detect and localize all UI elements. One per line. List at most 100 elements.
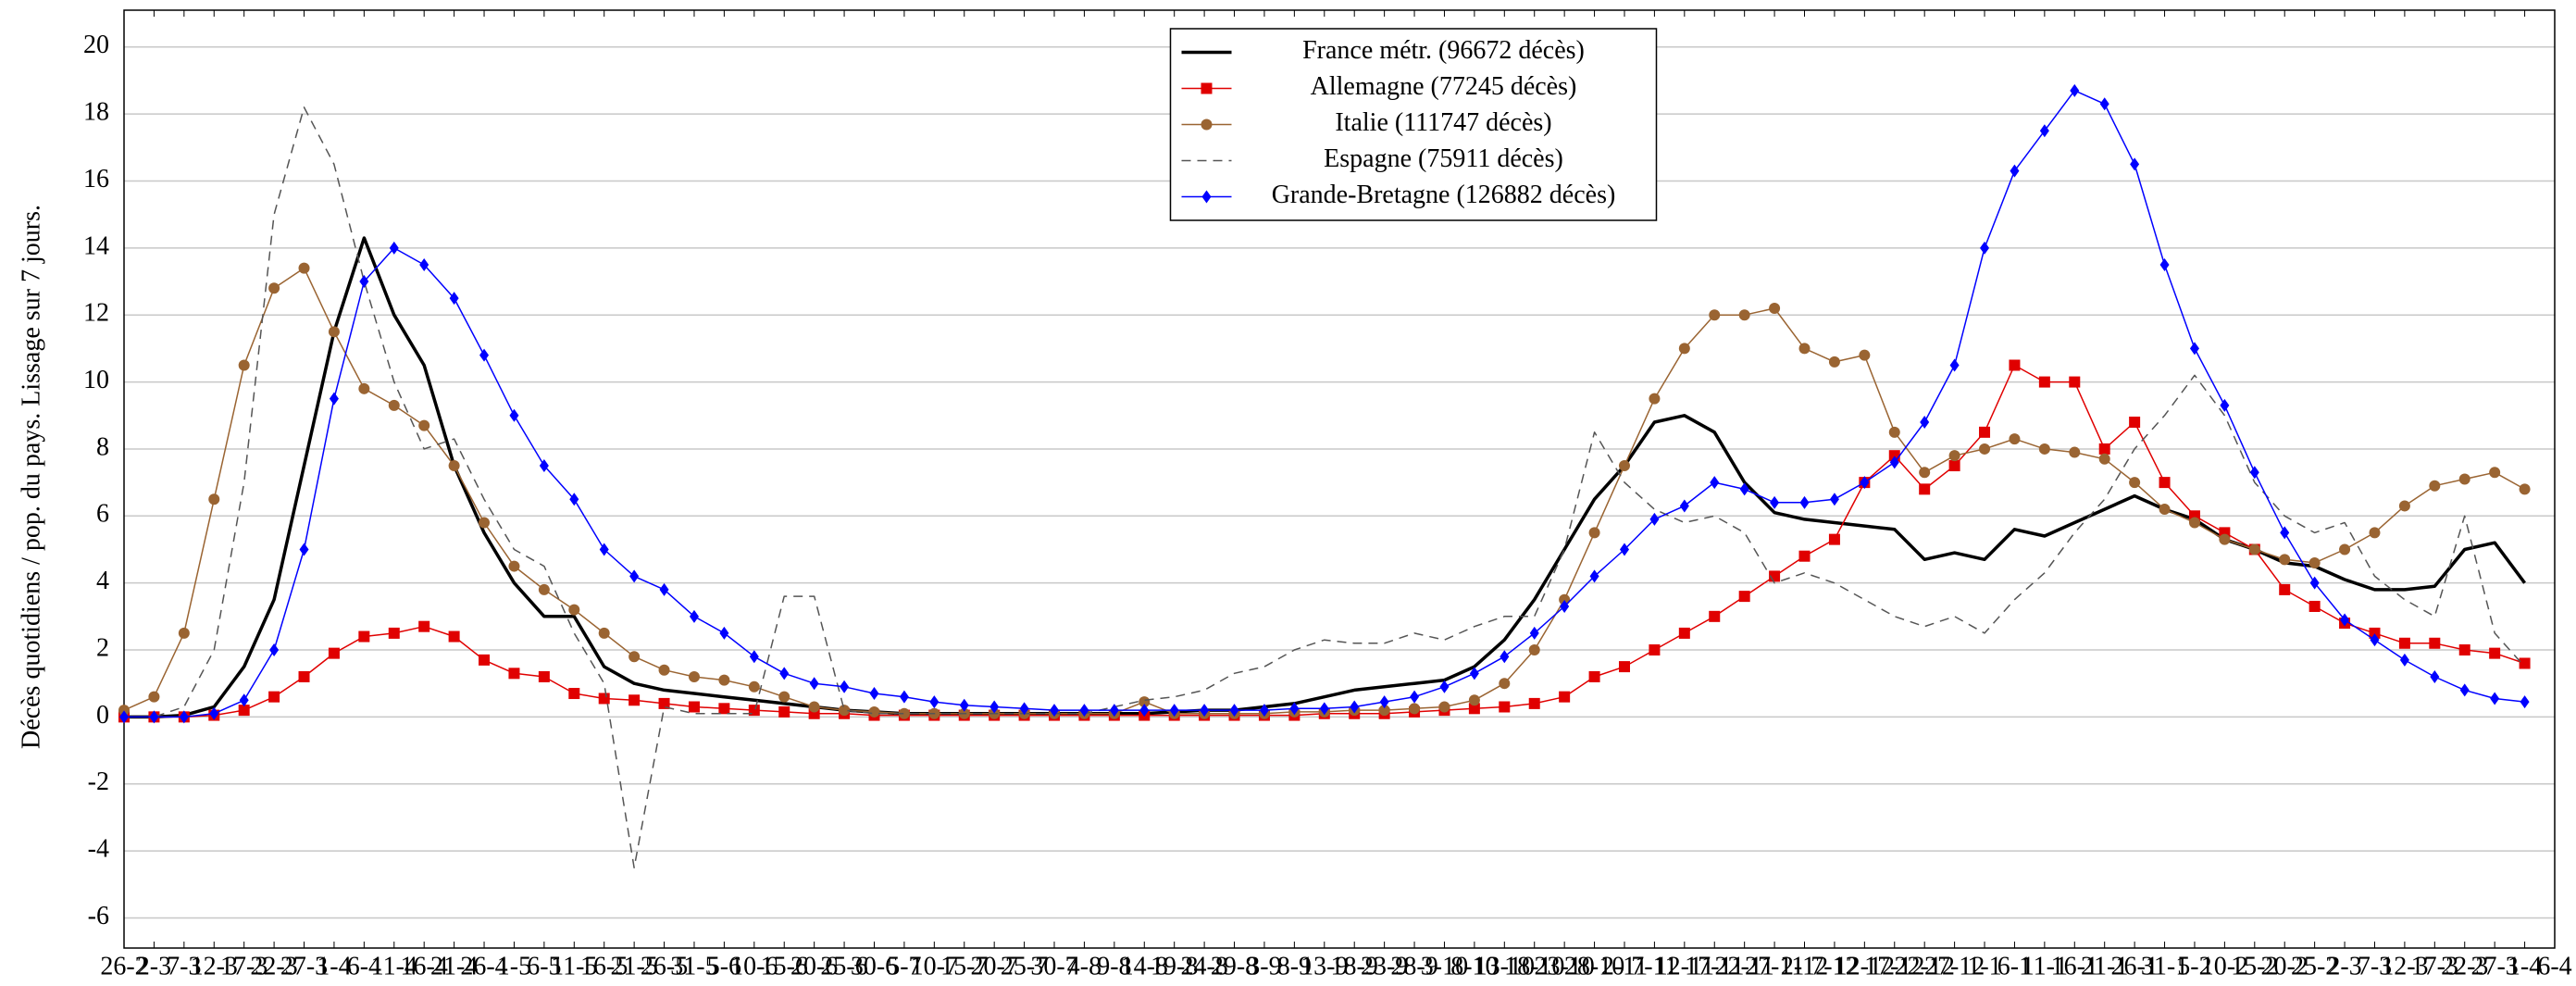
legend-box — [1169, 28, 1658, 221]
x-tick-label: 4-8 — [1067, 952, 1101, 980]
marker — [1499, 701, 1511, 713]
marker — [449, 292, 459, 306]
marker — [2279, 554, 2291, 566]
x-tick-label: 7-3 — [2358, 952, 2392, 980]
x-tick-label: 20-2 — [2261, 952, 2308, 980]
marker — [2430, 669, 2440, 683]
x-tick-label: 10-2 — [2201, 952, 2248, 980]
marker — [2069, 376, 2081, 388]
series-line — [124, 236, 2527, 719]
marker — [1588, 670, 1600, 682]
marker — [2129, 477, 2141, 489]
marker — [118, 705, 130, 717]
marker — [2489, 647, 2501, 659]
marker — [2098, 443, 2110, 455]
marker — [779, 667, 790, 680]
marker — [508, 560, 520, 572]
marker — [568, 688, 580, 700]
marker — [479, 348, 490, 362]
x-tick-label: 2-3 — [2327, 952, 2361, 980]
x-tick-label: 15-2 — [2231, 952, 2278, 980]
x-tick-label: 10-6 — [730, 952, 778, 980]
x-tick-label: 17-12 — [1864, 952, 1924, 980]
legend-label: Espagne (75911 décès) — [1324, 144, 1563, 173]
marker — [2159, 477, 2171, 489]
x-tick-label: 2-11 — [1601, 952, 1648, 980]
marker — [1201, 82, 1213, 94]
marker — [1919, 483, 1931, 495]
marker — [898, 707, 910, 719]
x-tick-label: 27-3 — [280, 952, 328, 980]
marker — [388, 627, 400, 639]
x-tick-label: 27-12 — [1924, 952, 1985, 980]
x-tick-label: 30-7 — [1030, 952, 1077, 980]
marker — [388, 399, 400, 411]
marker — [2309, 576, 2320, 590]
marker — [1860, 476, 1870, 490]
x-tick-label: 5-7 — [887, 952, 921, 980]
marker — [1589, 569, 1599, 583]
marker — [1710, 476, 1720, 490]
marker — [2248, 543, 2260, 555]
marker — [1259, 704, 1269, 718]
marker — [1559, 593, 1571, 605]
marker — [808, 701, 820, 713]
x-tick-label: 12-3 — [2381, 952, 2428, 980]
x-tick-label: 25-7 — [1001, 952, 1048, 980]
marker — [1738, 591, 1750, 603]
x-tick-label: 6-4 — [2537, 952, 2571, 980]
marker — [269, 643, 280, 657]
x-tick-label: 25-6 — [820, 952, 867, 980]
marker — [2159, 257, 2170, 271]
marker — [1828, 356, 1840, 368]
x-tick-label: 29-8 — [1211, 952, 1258, 980]
marker — [1828, 533, 1840, 545]
marker — [418, 620, 430, 632]
marker — [658, 664, 670, 676]
marker — [1438, 701, 1450, 713]
x-tick-label: 1-4 — [317, 952, 351, 980]
marker — [568, 604, 580, 616]
marker — [569, 493, 579, 506]
x-tick-label: 17-3 — [220, 952, 268, 980]
marker — [1469, 667, 1479, 680]
marker — [268, 282, 280, 294]
x-tick-label: 3-9 — [1247, 952, 1281, 980]
marker — [778, 705, 790, 718]
marker — [1379, 695, 1389, 709]
marker — [840, 680, 850, 693]
x-tick-label: 5-6 — [707, 952, 741, 980]
x-tick-label: 21-4 — [430, 952, 478, 980]
marker — [629, 569, 640, 583]
marker — [1169, 704, 1179, 718]
marker — [1409, 703, 1421, 715]
marker — [178, 627, 190, 639]
marker — [2010, 164, 2020, 178]
x-tick-label: 17-3 — [2411, 952, 2458, 980]
x-tick-label: 8-9 — [1277, 952, 1312, 980]
legend-label: France métr. (96672 décès) — [1302, 36, 1585, 65]
marker — [179, 710, 189, 724]
marker — [1079, 704, 1089, 718]
marker — [1980, 241, 1990, 255]
y-tick-label: 14 — [83, 231, 109, 260]
marker — [2219, 533, 2231, 545]
x-tick-label: 14-8 — [1121, 952, 1168, 980]
x-tick-label: 13-10 — [1475, 952, 1535, 980]
marker — [1200, 704, 1210, 718]
x-tick-label: 6-4 — [347, 952, 381, 980]
x-tick-label: 26-4 — [460, 952, 507, 980]
x-tick-label: 23-10 — [1534, 952, 1594, 980]
y-tick-label: 18 — [83, 98, 109, 127]
x-tick-label: 15-6 — [761, 952, 808, 980]
marker — [1859, 349, 1871, 361]
marker — [508, 668, 520, 680]
marker — [2070, 83, 2080, 97]
x-tick-label: 28-10 — [1564, 952, 1624, 980]
marker — [1499, 678, 1511, 690]
marker — [869, 687, 879, 701]
x-tick-label: 13-9 — [1300, 952, 1348, 980]
x-tick-label: 12-11 — [1655, 952, 1714, 980]
x-tick-label: 26-2 — [100, 952, 147, 980]
marker — [1799, 495, 1810, 509]
